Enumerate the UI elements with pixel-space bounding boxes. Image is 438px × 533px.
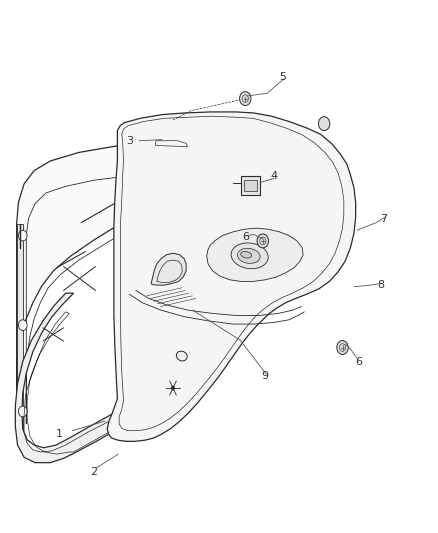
Polygon shape — [17, 224, 23, 432]
Bar — [241, 176, 260, 195]
Circle shape — [257, 234, 268, 248]
Ellipse shape — [231, 243, 268, 269]
Text: 6: 6 — [356, 358, 363, 367]
Polygon shape — [15, 293, 175, 463]
Circle shape — [339, 344, 346, 351]
Circle shape — [18, 230, 27, 241]
Text: 2: 2 — [91, 467, 98, 477]
Text: 4: 4 — [270, 171, 277, 181]
Ellipse shape — [241, 252, 251, 258]
Polygon shape — [151, 253, 186, 285]
Text: 9: 9 — [261, 371, 268, 381]
Circle shape — [242, 95, 248, 102]
Circle shape — [192, 168, 200, 178]
Text: 3: 3 — [126, 136, 133, 146]
Polygon shape — [17, 142, 217, 432]
Text: 6: 6 — [242, 232, 249, 242]
Ellipse shape — [177, 351, 187, 361]
Circle shape — [18, 320, 27, 330]
Bar — [244, 180, 257, 191]
Text: 7: 7 — [380, 214, 387, 223]
Text: 8: 8 — [378, 280, 385, 290]
Text: 5: 5 — [279, 72, 286, 82]
Circle shape — [337, 341, 348, 354]
Circle shape — [260, 237, 266, 245]
Polygon shape — [207, 228, 303, 281]
Circle shape — [171, 386, 175, 390]
Circle shape — [240, 92, 251, 106]
Polygon shape — [107, 112, 356, 441]
Polygon shape — [153, 139, 192, 148]
Circle shape — [18, 406, 27, 417]
Circle shape — [318, 117, 330, 131]
Ellipse shape — [237, 248, 260, 263]
Text: 1: 1 — [56, 430, 63, 439]
